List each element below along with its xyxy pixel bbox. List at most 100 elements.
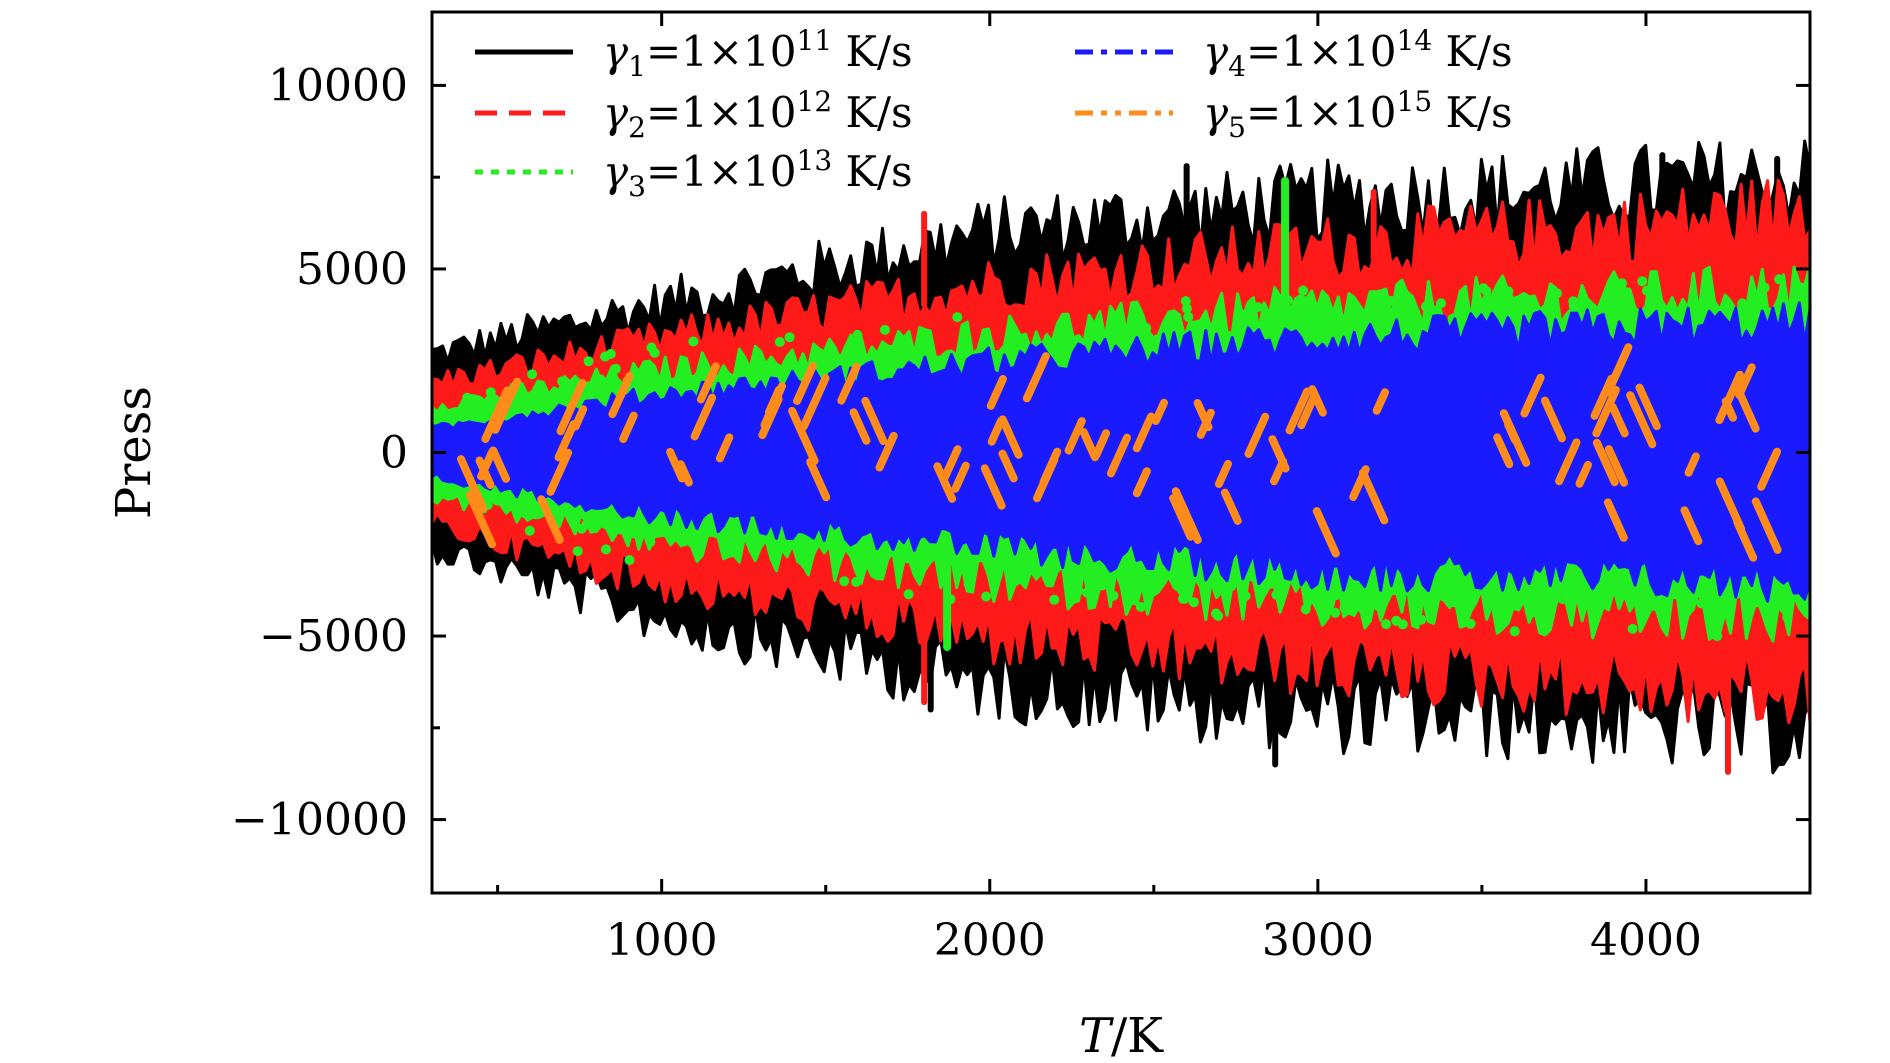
y-tick-label: 10000 [268, 60, 408, 111]
series-3-dot [685, 379, 696, 390]
series-layer [430, 139, 1812, 775]
series-3-dot [963, 579, 974, 590]
series-3-dot [610, 363, 621, 374]
series-5-segment [1064, 417, 1086, 455]
series-3-dot [1481, 286, 1492, 296]
series-3-dot [1707, 602, 1718, 613]
legend-entry-1: γ1=1×1011 K/s [475, 24, 913, 83]
series-5-segment [1751, 497, 1782, 554]
series-3-dot [800, 559, 811, 570]
series-5-segment [799, 374, 830, 431]
series-3-dot [1557, 594, 1568, 604]
series-5-segment [489, 446, 510, 483]
series-5-segment [1285, 387, 1312, 435]
series-3-dot [1339, 602, 1350, 613]
series-3-dot [583, 356, 594, 367]
y-tick-label: 5000 [296, 244, 408, 295]
series-3-dot [581, 519, 592, 530]
series-3-dot [1283, 295, 1293, 306]
series-3-dot [1097, 580, 1108, 591]
series-3-dot [624, 555, 635, 566]
legend-label-4: γ4=1×1014 K/s [1203, 24, 1513, 83]
series-5-segment [1680, 506, 1703, 546]
series-3-dot [602, 384, 613, 395]
series-5-segment [1349, 465, 1370, 501]
series-5-segment [690, 393, 717, 441]
series-3-dot [1416, 614, 1427, 625]
series-5-segment [666, 447, 686, 483]
series-3-dot [649, 371, 660, 382]
series-3-dot [1116, 323, 1127, 334]
series-3-dot [688, 336, 699, 347]
series-5-segment [1626, 391, 1657, 449]
series-3-dot [1354, 598, 1365, 609]
series-3-dot [1750, 597, 1761, 608]
y-tick-label: −5000 [259, 611, 408, 662]
series-5-segment [715, 433, 734, 463]
series-5-segment [1169, 494, 1195, 541]
series-5-segment [1575, 460, 1592, 488]
series-3-dot [1281, 306, 1292, 317]
series-3-dot [679, 536, 690, 547]
series-5-segment [1715, 477, 1746, 533]
series-3-dot [1062, 572, 1073, 583]
series-3-dot [1712, 631, 1723, 642]
series-3-dot [784, 332, 795, 343]
y-tick-label: 0 [380, 428, 408, 479]
series-5-segment [998, 415, 1023, 459]
series-3-dot [649, 347, 660, 358]
series-3-dot [1178, 593, 1188, 604]
series-5-segment [1244, 412, 1270, 458]
series-3-dot [1135, 601, 1146, 612]
series-3-dot [981, 591, 992, 602]
series-5-segment [481, 386, 512, 443]
legend-label-2: γ2=1×1012 K/s [603, 85, 913, 144]
series-5-segment [556, 378, 587, 436]
series-3-dot [1068, 591, 1079, 602]
series-5-segment [1590, 374, 1616, 420]
legend-entry-3: γ3=1×1013 K/s [475, 144, 913, 203]
series-3-dot [952, 312, 963, 323]
series-3-dot [962, 342, 973, 353]
series-3-dot [1503, 286, 1514, 297]
series-3-dot [1331, 590, 1342, 601]
x-tick-label: 2000 [934, 915, 1046, 966]
series-5-segment [1592, 385, 1620, 438]
series-3-dot [527, 369, 538, 380]
series-5-segment [1603, 498, 1628, 542]
series-3-dot [1637, 276, 1648, 287]
series-3-dot [519, 508, 530, 519]
series-3-dot [1526, 608, 1537, 618]
series-3-dot [1436, 298, 1446, 309]
series-3-dot [1782, 612, 1793, 623]
series-3-dot [1082, 587, 1092, 598]
series-3-dot [462, 392, 473, 403]
series-3-dot [945, 594, 956, 605]
series-3-dot [860, 550, 871, 561]
series-5-segment [986, 375, 1007, 410]
series-3-dot [1226, 581, 1237, 592]
series-3-dot [902, 553, 913, 564]
series-3-dot [950, 557, 961, 568]
series-5-segment [1604, 445, 1628, 487]
series-3-dot [1315, 314, 1326, 325]
legend-label-5: γ5=1×1015 K/s [1203, 85, 1513, 144]
series-5-segment [1196, 408, 1215, 439]
series-3-dot [852, 329, 863, 340]
series-5-segment [939, 445, 962, 484]
series-5-segment [987, 416, 1005, 446]
series-3-dot [1621, 307, 1632, 318]
series-5-segment [980, 464, 1006, 510]
series-3-dot [1546, 287, 1557, 298]
series-5-segment [1541, 396, 1566, 443]
series-3-dot [1385, 314, 1396, 325]
legend-entry-5: γ5=1×1015 K/s [1075, 85, 1513, 144]
x-axis-label-var: T [1079, 1008, 1114, 1063]
x-axis-label-unit: /K [1111, 1008, 1164, 1063]
series-5-segment [793, 361, 817, 405]
series-3-dot [1619, 293, 1630, 304]
series-3-dot [1420, 301, 1431, 312]
series-5-segment [1171, 487, 1202, 544]
series-3-dot [1127, 577, 1138, 588]
